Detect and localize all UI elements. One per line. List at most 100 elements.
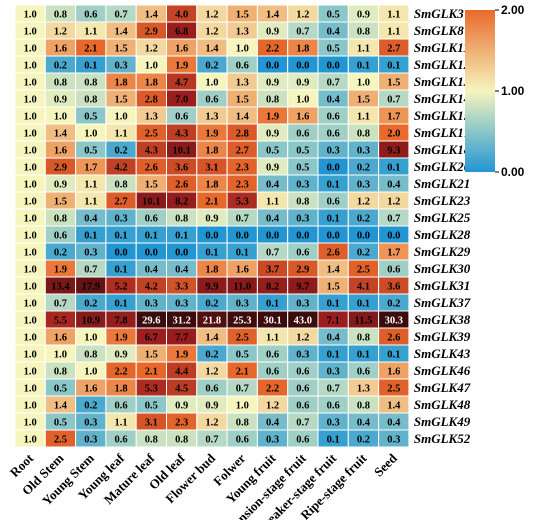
cell-value-label: 1.6 xyxy=(84,383,97,394)
cell-value-label: 1.1 xyxy=(114,417,127,428)
cell-value-label: 1.4 xyxy=(205,43,219,54)
cell-value-label: 2.1 xyxy=(236,366,249,377)
cell-value-label: 0.3 xyxy=(296,298,309,309)
cell-value-label: 9.9 xyxy=(205,281,218,292)
cell-value-label: 0.7 xyxy=(387,213,400,224)
cell-value-label: 1.7 xyxy=(387,247,400,258)
cell-value-label: 0.1 xyxy=(114,298,127,309)
cell-value-label: 2.2 xyxy=(114,366,127,377)
row-label: SmGLK18 xyxy=(414,142,471,157)
cell-value-label: 0.6 xyxy=(327,196,340,207)
row-label: SmGLK8 xyxy=(414,23,464,38)
cell-value-label: 4.2 xyxy=(114,162,127,173)
cell-value-label: 0.8 xyxy=(145,434,158,445)
cell-value-label: 0.4 xyxy=(357,417,371,428)
cell-value-label: 0.9 xyxy=(54,94,67,105)
cell-value-label: 0.7 xyxy=(236,383,249,394)
cell-value-label: 0.1 xyxy=(327,349,340,360)
cell-value-label: 4.1 xyxy=(357,281,370,292)
cell-value-label: 0.0 xyxy=(266,60,279,71)
row-label: SmGLK23 xyxy=(414,193,471,208)
cell-value-label: 2.6 xyxy=(145,162,158,173)
cell-value-label: 1.3 xyxy=(205,111,218,122)
cell-value-label: 10.1 xyxy=(142,196,160,207)
cell-value-label: 0.1 xyxy=(387,349,400,360)
cell-value-label: 1.2 xyxy=(296,332,309,343)
row-label: SmGLK37 xyxy=(414,295,471,310)
cell-value-label: 0.6 xyxy=(387,264,400,275)
cell-value-label: 0.2 xyxy=(54,60,67,71)
cell-value-label: 1.4 xyxy=(54,128,68,139)
cell-value-label: 1.2 xyxy=(387,196,400,207)
cell-value-label: 0.9 xyxy=(205,213,218,224)
row-label: SmGLK29 xyxy=(414,244,471,259)
cell-value-label: 6.8 xyxy=(175,26,188,37)
cell-value-label: 2.9 xyxy=(296,264,309,275)
cell-value-label: 1.6 xyxy=(296,111,309,122)
cell-value-label: 21.8 xyxy=(203,315,221,326)
cell-value-label: 0.7 xyxy=(54,298,67,309)
cell-value-label: 5.2 xyxy=(114,281,127,292)
cell-value-label: 0.6 xyxy=(327,400,340,411)
cell-value-label: 0.6 xyxy=(205,94,218,105)
cell-value-label: 1.2 xyxy=(205,417,218,428)
cell-value-label: 2.2 xyxy=(266,43,279,54)
cell-value-label: 0.5 xyxy=(327,43,340,54)
heatmap-cell xyxy=(378,429,410,448)
row-label: SmGLK15 xyxy=(414,108,471,123)
row-label: SmGLK17 xyxy=(414,125,471,140)
cell-value-label: 0.8 xyxy=(266,94,279,105)
cell-value-label: 0.0 xyxy=(175,247,188,258)
cell-value-label: 0.1 xyxy=(114,230,127,241)
cell-value-label: 1.0 xyxy=(24,111,37,122)
cell-value-label: 0.6 xyxy=(54,230,67,241)
cell-value-label: 1.4 xyxy=(205,332,219,343)
cell-value-label: 31.2 xyxy=(172,315,190,326)
cell-value-label: 0.3 xyxy=(145,298,158,309)
cell-value-label: 2.9 xyxy=(54,162,67,173)
cell-value-label: 1.0 xyxy=(54,349,67,360)
cell-value-label: 0.9 xyxy=(205,400,218,411)
cell-value-label: 5.5 xyxy=(54,315,67,326)
cell-value-label: 2.6 xyxy=(175,179,188,190)
cell-value-label: 3.7 xyxy=(266,264,279,275)
cell-value-label: 1.4 xyxy=(236,111,250,122)
cell-value-label: 0.4 xyxy=(175,264,189,275)
colorbar: 2.00 1.00 0.00 xyxy=(465,3,525,179)
cell-value-label: 1.0 xyxy=(84,332,97,343)
cell-value-label: 1.0 xyxy=(84,128,97,139)
cell-value-label: 0.0 xyxy=(296,230,309,241)
cell-value-label: 0.5 xyxy=(296,162,309,173)
cell-value-label: 7.0 xyxy=(175,94,188,105)
cell-value-label: 2.3 xyxy=(236,162,249,173)
cell-value-label: 1.9 xyxy=(54,264,67,275)
cell-value-label: 0.2 xyxy=(387,298,400,309)
row-label: SmGLK38 xyxy=(414,312,471,327)
cell-value-label: 1.2 xyxy=(205,9,218,20)
cell-value-label: 0.2 xyxy=(114,145,127,156)
cell-value-label: 0.6 xyxy=(296,247,309,258)
cell-value-label: 3.3 xyxy=(175,281,188,292)
cell-value-label: 8.2 xyxy=(175,196,188,207)
cell-value-label: 0.7 xyxy=(327,383,340,394)
cell-value-label: 1.5 xyxy=(114,43,127,54)
heatmap-cells: 1.0 0.8 0.6 0.7 1.4 4.0 1.2 1.5 1.4 1.2 0.5 0.9 1.1 1… xyxy=(14,4,410,448)
cell-value-label: 0.3 xyxy=(296,179,309,190)
cell-value-label: 0.6 xyxy=(266,349,279,360)
cell-value-label: 2.8 xyxy=(236,128,249,139)
cell-value-label: 1.6 xyxy=(54,43,67,54)
cell-value-label: 1.5 xyxy=(54,196,67,207)
cell-value-label: 1.0 xyxy=(24,77,37,88)
row-label: SmGLK30 xyxy=(414,261,471,276)
cell-value-label: 0.8 xyxy=(175,434,188,445)
cell-value-label: 1.9 xyxy=(114,332,127,343)
cell-value-label: 1.2 xyxy=(266,400,279,411)
cell-value-label: 0.6 xyxy=(296,366,309,377)
cell-value-label: 0.6 xyxy=(205,383,218,394)
cell-value-label: 1.5 xyxy=(236,9,249,20)
cell-value-label: 1.3 xyxy=(236,77,249,88)
cell-value-label: 1.8 xyxy=(205,264,218,275)
row-labels: SmGLK3 SmGLK8 SmGLK11 SmGLK12 SmGLK13 SmGLK14… xyxy=(414,6,471,446)
cell-value-label: 0.0 xyxy=(327,60,340,71)
